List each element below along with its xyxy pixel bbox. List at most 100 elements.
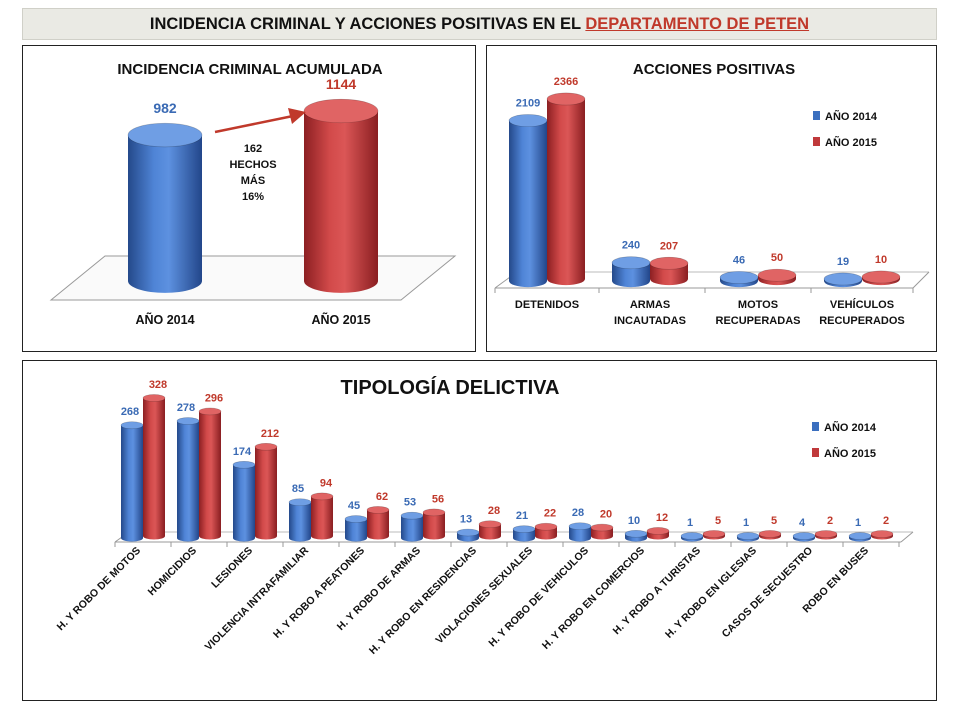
- data-label: 20: [600, 509, 612, 521]
- bar-año-2014: [232, 460, 256, 542]
- bar-año-2015: [254, 442, 278, 540]
- bar-año-2015: [366, 506, 390, 540]
- data-label: 2109: [516, 98, 540, 110]
- bar-año-2014: [719, 271, 759, 288]
- bar-año-2015: [590, 523, 614, 540]
- data-label: 12: [656, 512, 668, 524]
- legend-label: AÑO 2014: [824, 421, 877, 434]
- legend-label: AÑO 2014: [825, 110, 878, 123]
- data-label: 5: [715, 515, 721, 527]
- data-label: 62: [376, 491, 388, 503]
- data-label: 46: [733, 255, 745, 267]
- legend-label: AÑO 2015: [825, 136, 877, 149]
- x-tick-label: INCAUTADAS: [614, 315, 686, 327]
- data-label: 10: [628, 515, 640, 527]
- annotation-line: HECHOS: [229, 159, 276, 171]
- x-tick-label: H. Y ROBO DE MOTOS: [55, 545, 144, 634]
- data-label: 85: [292, 483, 304, 495]
- data-label: 268: [121, 406, 139, 418]
- annotation-line: MÁS: [241, 174, 265, 187]
- x-tick-label: ARMAS: [630, 299, 670, 311]
- data-label: 240: [622, 240, 640, 252]
- bar-año-2014: [176, 417, 200, 542]
- legend-swatch: [812, 448, 819, 457]
- data-label: 53: [404, 497, 416, 509]
- data-label: 2366: [554, 76, 578, 88]
- data-label: 1144: [326, 76, 357, 92]
- data-label: 174: [233, 446, 252, 458]
- bar-año-2015: [814, 530, 838, 540]
- data-label: 50: [771, 252, 783, 264]
- bar-año-2015: [478, 520, 502, 540]
- bar-año-2015: [534, 522, 558, 540]
- data-label: 982: [153, 100, 177, 116]
- x-tick-label: H. Y ROBO EN COMERCIOS: [540, 545, 647, 652]
- legend-swatch: [813, 137, 820, 146]
- bar-año-2014: [568, 522, 592, 542]
- annotation-line: 162: [244, 143, 262, 155]
- data-label: 10: [875, 254, 887, 266]
- x-axis-depth-right: [912, 271, 930, 289]
- x-tick-label: H. Y ROBO EN IGLESIAS: [663, 545, 759, 641]
- x-tick-label: HOMICIDIOS: [146, 545, 199, 598]
- x-tick-label: AÑO 2014: [135, 312, 194, 327]
- data-label: 1: [743, 517, 749, 529]
- x-tick-label: VIOLACIONES SEXUALES: [433, 545, 535, 647]
- page-title: INCIDENCIA CRIMINAL Y ACCIONES POSITIVAS…: [22, 8, 937, 40]
- data-label: 1: [687, 517, 693, 529]
- bar-año-2014: [823, 272, 863, 288]
- x-tick-label: RECUPERADOS: [819, 315, 905, 327]
- bar-año-2014: [288, 498, 312, 542]
- bar-2015: [303, 98, 379, 293]
- x-axis-depth-right: [900, 531, 914, 543]
- bar-año-2015: [422, 508, 446, 540]
- x-tick-label: VIOLENCIA INTRAFAMILIAR: [203, 544, 312, 653]
- bar-año-2015: [757, 268, 797, 286]
- x-tick-label: H. Y ROBO A PEATONES: [271, 545, 367, 641]
- bar-año-2014: [848, 532, 872, 542]
- chart-title: TIPOLOGÍA DELICTIVA: [341, 376, 560, 399]
- panel-incidencia-acumulada: INCIDENCIA CRIMINAL ACUMULADA 982 AÑO 2014…: [22, 45, 476, 352]
- data-label: 2: [883, 515, 889, 527]
- x-tick-label: AÑO 2015: [311, 312, 370, 327]
- data-label: 207: [660, 240, 678, 252]
- x-tick-label: H. Y ROBO DE VEHICULOS: [486, 545, 591, 650]
- chart-acciones-positivas: ACCIONES POSITIVAS 2109 240 46 19 2366 207 50 10…: [494, 61, 930, 327]
- data-label: 5: [771, 515, 777, 527]
- bar-año-2014: [611, 256, 651, 288]
- x-tick-label: LESIONES: [209, 545, 255, 591]
- bar-año-2014: [792, 532, 816, 542]
- bar-año-2015: [646, 527, 670, 540]
- bar-año-2014: [512, 525, 536, 542]
- bar-año-2014: [456, 528, 480, 542]
- bar-año-2014: [344, 515, 368, 542]
- trend-arrow: [214, 114, 294, 134]
- data-label: 19: [837, 256, 849, 268]
- legend-swatch: [813, 111, 820, 120]
- bar-año-2015: [861, 270, 901, 286]
- data-label: 28: [488, 505, 500, 517]
- data-label: 13: [460, 514, 472, 526]
- data-label: 4: [799, 517, 806, 529]
- bar-año-2015: [702, 530, 726, 540]
- bar-2014: [127, 122, 203, 293]
- bar-año-2014: [120, 421, 144, 542]
- bar-año-2015: [198, 407, 222, 540]
- x-tick-label: RECUPERADAS: [716, 315, 801, 327]
- bar-año-2015: [870, 530, 894, 540]
- x-tick-label: MOTOS: [738, 299, 778, 311]
- data-label: 296: [205, 392, 223, 404]
- legend-label: AÑO 2015: [824, 447, 876, 460]
- chart-title: INCIDENCIA CRIMINAL ACUMULADA: [117, 61, 382, 78]
- page-title-main: INCIDENCIA CRIMINAL Y ACCIONES POSITIVAS…: [149, 15, 586, 33]
- bar-año-2015: [758, 530, 782, 540]
- data-label: 28: [572, 507, 584, 519]
- data-label: 22: [544, 508, 556, 520]
- data-label: 94: [320, 477, 333, 489]
- data-label: 212: [261, 428, 279, 440]
- panel-tipologia-delictiva: TIPOLOGÍA DELICTIVA H. Y ROBO DE MOTOS HOM…: [22, 360, 937, 701]
- bar-año-2015: [546, 92, 586, 286]
- chart-incidencia-acumulada: INCIDENCIA CRIMINAL ACUMULADA 982 AÑO 2014…: [49, 61, 457, 327]
- bar-año-2015: [649, 256, 689, 286]
- annotation-line: 16%: [242, 191, 264, 203]
